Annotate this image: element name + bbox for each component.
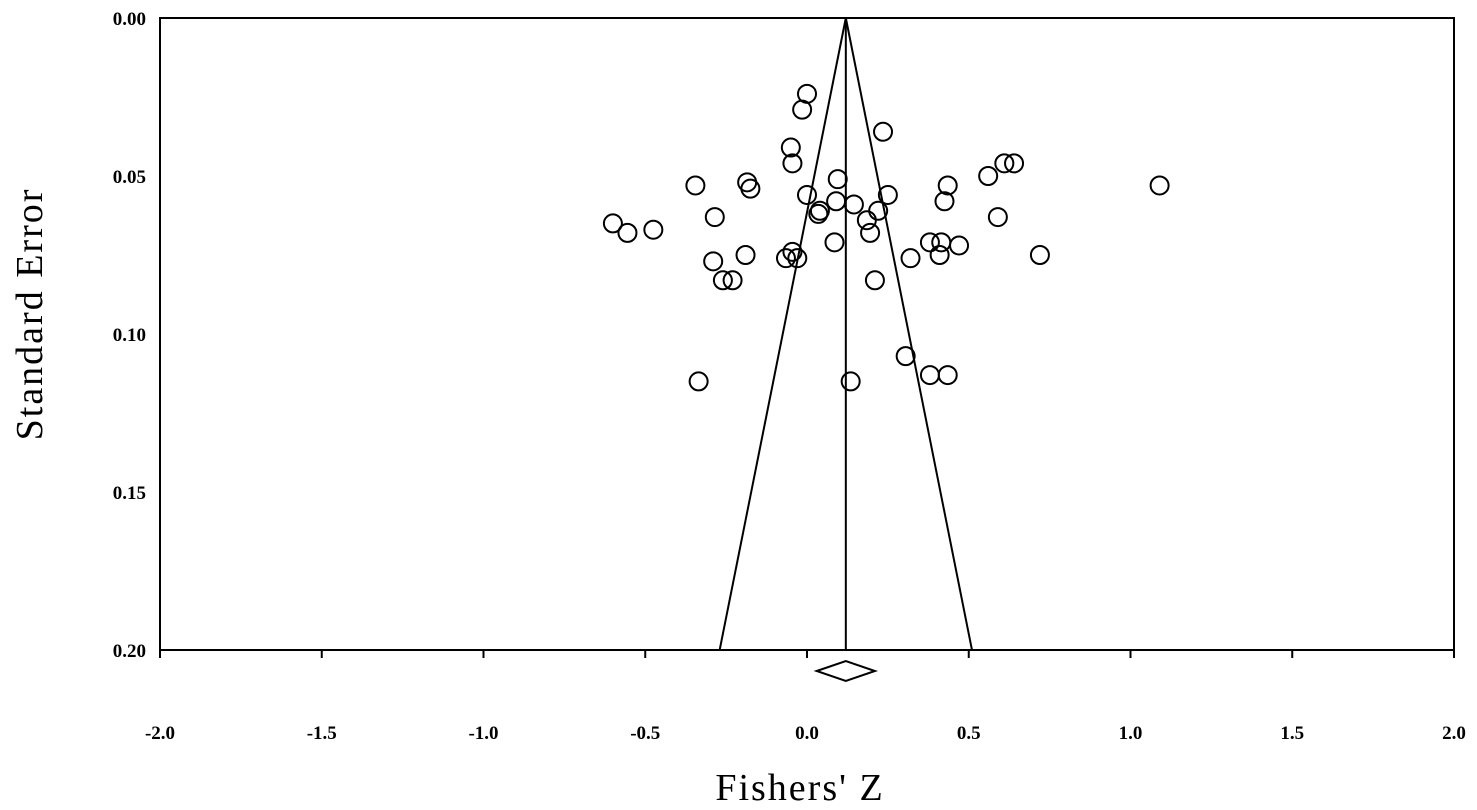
study-point (937, 365, 958, 386)
study-point (780, 137, 801, 158)
study-point (1149, 175, 1170, 196)
study-point (934, 191, 955, 212)
study-point (919, 365, 940, 386)
study-point (929, 245, 950, 265)
study-point (919, 232, 940, 253)
study-point (877, 184, 898, 205)
x-tick-label: -2.0 (145, 723, 175, 744)
study-point (782, 241, 803, 262)
study-point (994, 153, 1015, 174)
study-point (792, 99, 813, 120)
funnel-lines (718, 17, 973, 651)
x-tick-label: 0.5 (957, 723, 981, 744)
study-point (688, 371, 709, 392)
y-tick-label: 0.00 (113, 9, 146, 30)
study-point (824, 232, 845, 253)
study-point (1004, 153, 1025, 174)
study-point (827, 169, 848, 190)
study-point (643, 219, 664, 240)
x-tick-label: 1.0 (1119, 723, 1143, 744)
study-point (826, 191, 847, 212)
x-axis-title: Fishers' Z (715, 767, 884, 809)
study-point (860, 222, 881, 243)
y-tick-label: 0.05 (113, 167, 146, 188)
study-point (602, 213, 623, 234)
study-point (782, 153, 803, 174)
study-point (740, 178, 761, 199)
x-tick-label: 0.0 (795, 723, 819, 744)
study-point (787, 248, 808, 269)
study-point (937, 175, 958, 196)
study-point (704, 207, 725, 228)
study-point (735, 245, 756, 265)
study-point (797, 184, 817, 205)
study-point (722, 270, 743, 291)
study-point (617, 222, 638, 243)
study-point (987, 207, 1008, 228)
y-axis-title: Standard Error (9, 188, 51, 441)
study-point (685, 175, 706, 196)
study-point (843, 194, 864, 215)
study-point (864, 270, 885, 291)
x-tick-label: -0.5 (630, 723, 660, 744)
x-axis: -2.0 -1.5 -1.0 -0.5 0.0 0.5 1.0 1.5 2.0 (145, 650, 1466, 744)
y-tick-label: 0.20 (113, 641, 146, 662)
study-point (873, 121, 894, 142)
study-point (840, 371, 861, 392)
study-point (978, 166, 999, 186)
study-point (900, 248, 921, 269)
x-tick-label: -1.5 (307, 723, 337, 744)
funnel-left-line (718, 17, 847, 651)
study-points (602, 83, 1170, 392)
study-point (703, 251, 724, 272)
study-point (895, 346, 916, 367)
study-point (808, 203, 829, 224)
y-tick-label: 0.10 (113, 325, 146, 346)
x-tick-label: 2.0 (1442, 723, 1466, 744)
funnel-right-line (844, 17, 973, 651)
study-point (949, 235, 970, 256)
study-point (775, 248, 796, 269)
study-point (1029, 245, 1050, 265)
y-axis: 0.00 0.05 0.10 0.15 0.20 (113, 9, 146, 662)
study-point (931, 232, 952, 253)
summary-diamond (813, 659, 879, 683)
plot-frame (159, 17, 1455, 651)
x-tick-label: 1.5 (1280, 723, 1304, 744)
study-point (856, 210, 877, 231)
study-point (712, 270, 733, 291)
x-tick-label: -1.0 (468, 723, 498, 744)
y-tick-label: 0.15 (113, 483, 146, 504)
